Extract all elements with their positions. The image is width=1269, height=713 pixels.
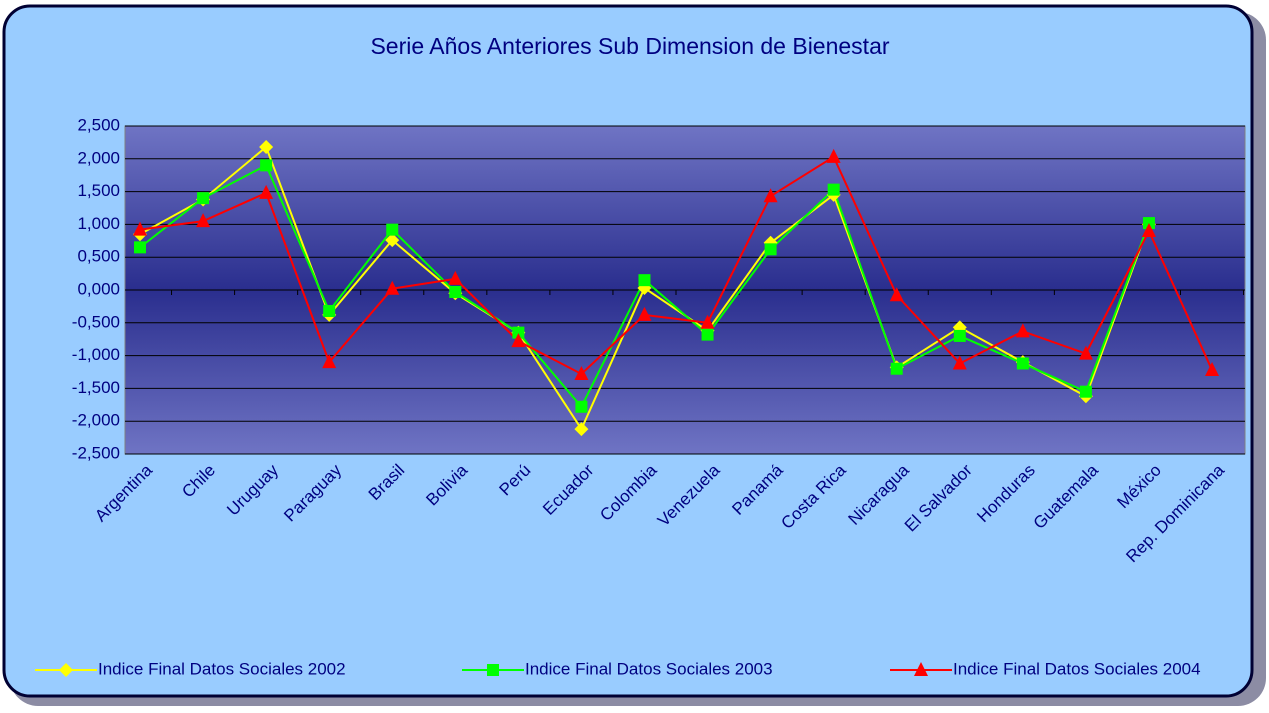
legend-label: Indice Final Datos Sociales 2002 bbox=[98, 659, 346, 678]
point bbox=[1205, 362, 1220, 377]
point bbox=[385, 233, 400, 248]
point bbox=[1141, 222, 1156, 237]
y-tick-label: 0,500 bbox=[77, 247, 120, 266]
point bbox=[826, 148, 841, 163]
y-tick-label: 2,500 bbox=[77, 115, 120, 134]
legend-item: Indice Final Datos Sociales 2004 bbox=[890, 659, 1201, 678]
point bbox=[575, 400, 588, 413]
legend-marker bbox=[59, 663, 73, 677]
y-tick-label: 0,000 bbox=[77, 279, 120, 298]
legend-label: Indice Final Datos Sociales 2003 bbox=[525, 659, 773, 678]
point bbox=[700, 314, 715, 329]
y-tick-label: 1,500 bbox=[77, 181, 120, 200]
legend-label: Indice Final Datos Sociales 2004 bbox=[953, 659, 1201, 678]
point bbox=[259, 139, 274, 154]
point bbox=[637, 306, 652, 321]
legend-marker bbox=[914, 662, 928, 676]
y-tick-label: -2,500 bbox=[72, 443, 120, 462]
y-tick-label: -2,000 bbox=[72, 411, 120, 430]
point bbox=[827, 183, 840, 196]
point bbox=[322, 354, 337, 369]
point bbox=[1079, 385, 1092, 398]
point bbox=[133, 221, 147, 236]
point bbox=[197, 192, 210, 205]
point bbox=[889, 287, 904, 302]
legend-item: Indice Final Datos Sociales 2003 bbox=[462, 659, 773, 678]
point bbox=[385, 280, 400, 295]
point bbox=[764, 243, 777, 256]
y-tick-label: -1,000 bbox=[72, 345, 120, 364]
point bbox=[512, 326, 525, 339]
legend-marker bbox=[487, 664, 499, 676]
point bbox=[953, 329, 966, 342]
point bbox=[1016, 357, 1029, 370]
point bbox=[448, 270, 463, 285]
y-tick-label: 1,000 bbox=[77, 214, 120, 233]
point bbox=[196, 213, 211, 228]
point bbox=[386, 223, 399, 236]
point bbox=[763, 188, 778, 203]
y-tick-label: 2,000 bbox=[77, 148, 120, 167]
point bbox=[449, 285, 462, 298]
point bbox=[259, 184, 274, 199]
point bbox=[574, 365, 589, 380]
point bbox=[323, 304, 336, 317]
point bbox=[638, 274, 651, 287]
point bbox=[260, 159, 273, 172]
y-tick-label: -0,500 bbox=[72, 312, 120, 331]
series-line bbox=[139, 155, 1213, 376]
point bbox=[1015, 323, 1030, 338]
y-tick-label: -1,500 bbox=[72, 378, 120, 397]
point bbox=[511, 333, 526, 348]
point bbox=[574, 422, 589, 437]
point bbox=[134, 241, 146, 254]
point bbox=[1078, 345, 1093, 360]
legend-item: Indice Final Datos Sociales 2002 bbox=[35, 659, 346, 678]
point bbox=[890, 362, 903, 375]
point bbox=[952, 355, 967, 370]
chart-title: Serie Años Anteriores Sub Dimension de B… bbox=[370, 33, 889, 59]
point bbox=[701, 328, 714, 341]
